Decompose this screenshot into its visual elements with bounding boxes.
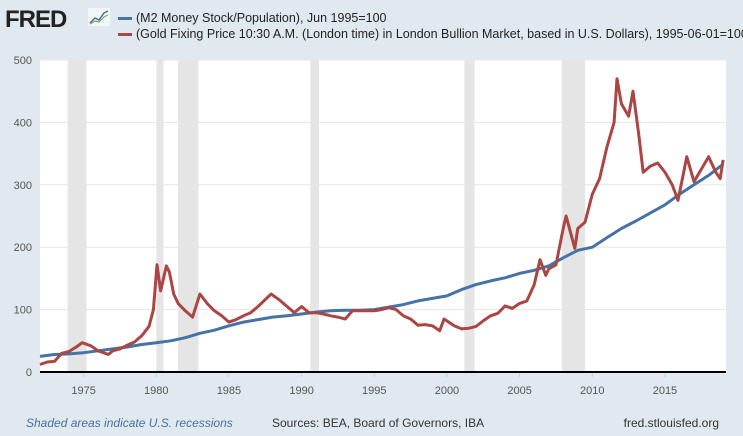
recession-band [561,60,586,372]
legend-item-m2: (M2 Money Stock/Population), Jun 1995=10… [118,11,387,25]
recession-note: Shaded areas indicate U.S. recessions [26,416,233,430]
x-tick-label: 2010 [580,385,604,397]
recession-band [464,60,475,372]
y-tick-label: 200 [14,242,32,254]
y-tick-label: 500 [14,55,32,67]
y-tick-label: 400 [14,117,32,129]
x-tick-label: 1995 [362,385,386,397]
legend-item-gold: (Gold Fixing Price 10:30 A.M. (London ti… [118,27,743,41]
x-tick-label: 2000 [435,385,459,397]
legend-swatch [118,16,132,20]
plot-background [40,60,726,372]
x-tick-label: 2005 [507,385,531,397]
y-tick-label: 300 [14,180,32,192]
x-tick-label: 1975 [71,385,95,397]
legend-label: (M2 Money Stock/Population), Jun 1995=10… [136,11,387,25]
fred-logo[interactable]: FRED [5,6,67,33]
legend-swatch [118,32,132,36]
series-line-1 [39,77,725,366]
y-tick-label: 100 [14,305,32,317]
legend-label: (Gold Fixing Price 10:30 A.M. (London ti… [136,27,743,41]
sources: Sources: BEA, Board of Governors, IBA [272,416,485,430]
y-tick-label: 0 [26,367,32,379]
chart-plot: 0 100 200 300 400 500 1975 1980 1985 1990 1995 2000… [14,55,726,397]
recession-band [156,60,164,372]
recession-band [178,60,199,372]
site-link[interactable]: fred.stlouisfed.org [623,416,719,430]
x-tick-label: 1985 [217,385,241,397]
chart-line-icon [88,8,110,26]
x-tick-label: 1990 [289,385,313,397]
recession-band [67,60,87,372]
x-tick-label: 1980 [144,385,168,397]
x-tick-label: 2015 [653,385,677,397]
recession-band [310,60,320,372]
